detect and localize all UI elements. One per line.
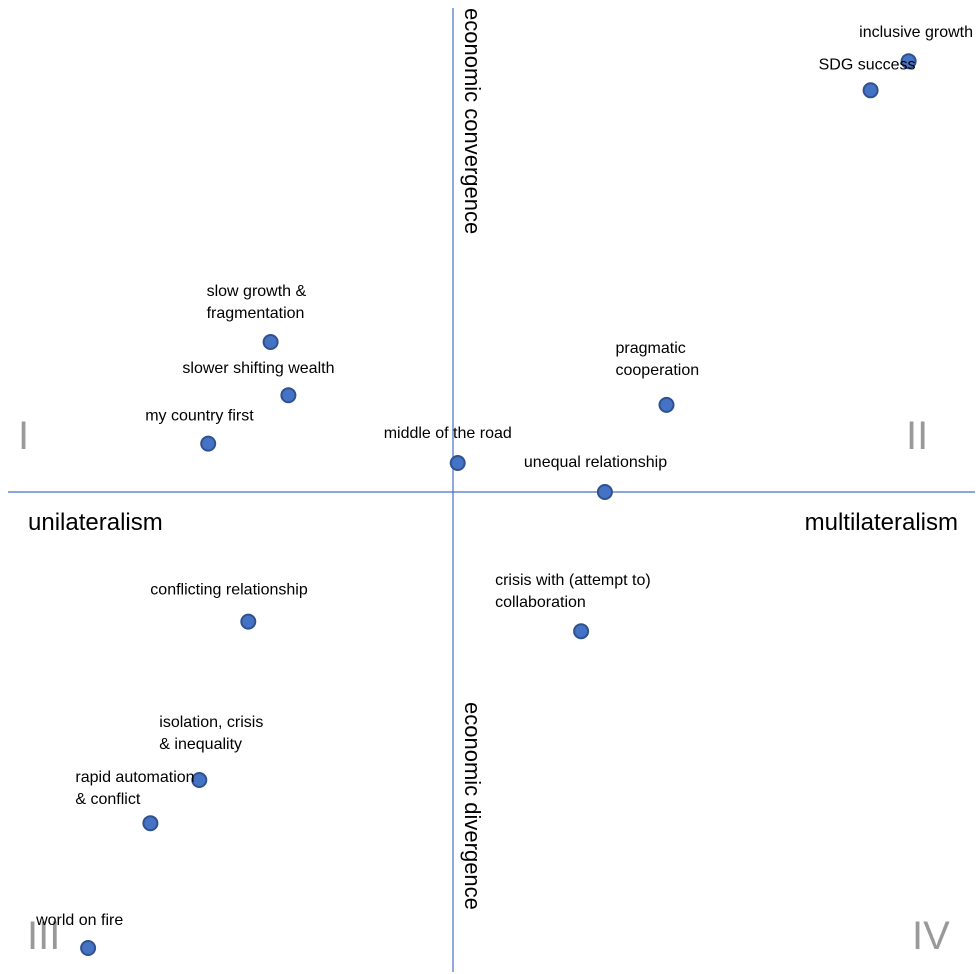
y-axis-negative-label: economic divergence xyxy=(460,702,485,910)
axes xyxy=(8,8,975,972)
data-points xyxy=(80,53,917,956)
x-axis-positive-label: multilateralism xyxy=(805,509,958,536)
data-point xyxy=(900,53,917,70)
data-point xyxy=(80,940,97,956)
data-point xyxy=(200,435,217,452)
data-labels: inclusive growth SDG success slow growth &… xyxy=(35,24,973,929)
data-label: slow growth & fragmentation xyxy=(207,283,307,322)
quadrant-label-i: I xyxy=(18,414,29,458)
data-point xyxy=(596,484,613,500)
data-point xyxy=(573,623,590,640)
x-axis-negative-label: unilateralism xyxy=(28,509,163,536)
quadrant-label-iii: III xyxy=(27,914,60,958)
data-label: isolation, crisis & inequality xyxy=(159,714,263,753)
data-label: crisis with (attempt to) collaboration xyxy=(495,572,651,611)
data-point xyxy=(449,455,466,471)
quadrant-label-ii: II xyxy=(906,414,928,458)
data-label: inclusive growth xyxy=(859,24,973,41)
data-label: rapid automation & conflict xyxy=(75,769,194,808)
data-point xyxy=(191,772,208,788)
data-point xyxy=(142,815,159,832)
data-label: middle of the road xyxy=(384,425,512,442)
data-point xyxy=(862,82,879,99)
data-label: conflicting relationship xyxy=(150,582,308,599)
data-point xyxy=(280,387,297,404)
quadrant-label-iv: IV xyxy=(912,914,950,958)
data-point xyxy=(658,396,675,413)
data-label: unequal relationship xyxy=(524,454,667,471)
y-axis-positive-label: economic convergence xyxy=(460,8,485,234)
data-label: SDG success xyxy=(819,56,916,73)
data-point xyxy=(262,334,279,350)
data-label: world on fire xyxy=(35,912,123,929)
data-label: pragmatic cooperation xyxy=(616,340,700,379)
data-label: slower shifting wealth xyxy=(182,360,334,377)
data-point xyxy=(240,613,257,630)
data-label: my country first xyxy=(145,408,254,425)
